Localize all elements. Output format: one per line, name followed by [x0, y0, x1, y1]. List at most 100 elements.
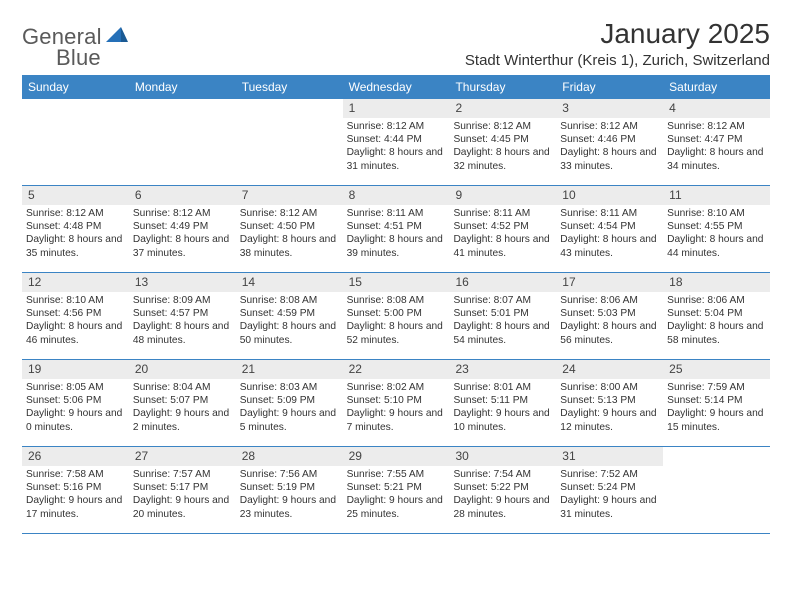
- sunrise-line: Sunrise: 7:57 AM: [133, 468, 232, 481]
- daylight-line: Daylight: 8 hours and 41 minutes.: [453, 233, 552, 259]
- day-number: 13: [129, 273, 236, 292]
- sunrise-line: Sunrise: 8:10 AM: [667, 207, 766, 220]
- day-number: 28: [236, 447, 343, 466]
- calendar-day: 20Sunrise: 8:04 AMSunset: 5:07 PMDayligh…: [129, 360, 236, 446]
- sunrise-line: Sunrise: 8:12 AM: [133, 207, 232, 220]
- sunset-line: Sunset: 5:03 PM: [560, 307, 659, 320]
- daylight-line: Daylight: 8 hours and 39 minutes.: [347, 233, 446, 259]
- daylight-line: Daylight: 9 hours and 7 minutes.: [347, 407, 446, 433]
- daylight-line: Daylight: 8 hours and 50 minutes.: [240, 320, 339, 346]
- calendar-day: 21Sunrise: 8:03 AMSunset: 5:09 PMDayligh…: [236, 360, 343, 446]
- calendar-day: 9Sunrise: 8:11 AMSunset: 4:52 PMDaylight…: [449, 186, 556, 272]
- calendar-day: 7Sunrise: 8:12 AMSunset: 4:50 PMDaylight…: [236, 186, 343, 272]
- sunset-line: Sunset: 5:21 PM: [347, 481, 446, 494]
- weeks-container: ...1Sunrise: 8:12 AMSunset: 4:44 PMDayli…: [22, 99, 770, 534]
- day-number: 12: [22, 273, 129, 292]
- daylight-line: Daylight: 9 hours and 17 minutes.: [26, 494, 125, 520]
- header: General January 2025 Stadt Winterthur (K…: [22, 18, 770, 69]
- daylight-line: Daylight: 9 hours and 10 minutes.: [453, 407, 552, 433]
- calendar-week: ...1Sunrise: 8:12 AMSunset: 4:44 PMDayli…: [22, 99, 770, 186]
- daylight-line: Daylight: 8 hours and 32 minutes.: [453, 146, 552, 172]
- sunset-line: Sunset: 5:09 PM: [240, 394, 339, 407]
- daylight-line: Daylight: 9 hours and 2 minutes.: [133, 407, 232, 433]
- calendar-day: 13Sunrise: 8:09 AMSunset: 4:57 PMDayligh…: [129, 273, 236, 359]
- sunrise-line: Sunrise: 8:07 AM: [453, 294, 552, 307]
- daylight-line: Daylight: 8 hours and 46 minutes.: [26, 320, 125, 346]
- calendar-day: 18Sunrise: 8:06 AMSunset: 5:04 PMDayligh…: [663, 273, 770, 359]
- weekday-label: Saturday: [663, 75, 770, 99]
- calendar-day: 30 Sunrise: 7:54 AMSunset: 5:22 PMDayligh…: [449, 447, 556, 533]
- sunset-line: Sunset: 5:13 PM: [560, 394, 659, 407]
- calendar-day: 1Sunrise: 8:12 AMSunset: 4:44 PMDaylight…: [343, 99, 450, 185]
- sunset-line: Sunset: 4:47 PM: [667, 133, 766, 146]
- calendar-day-empty: .: [663, 447, 770, 533]
- sunrise-line: Sunrise: 8:12 AM: [347, 120, 446, 133]
- sunrise-line: Sunrise: 8:09 AM: [133, 294, 232, 307]
- sunrise-line: Sunrise: 7:58 AM: [26, 468, 125, 481]
- day-number: 25: [663, 360, 770, 379]
- day-number: 31: [556, 447, 663, 466]
- calendar-day-empty: .: [236, 99, 343, 185]
- daylight-line: Daylight: 9 hours and 28 minutes.: [453, 494, 552, 520]
- calendar-day: 22Sunrise: 8:02 AMSunset: 5:10 PMDayligh…: [343, 360, 450, 446]
- weekday-label: Wednesday: [343, 75, 450, 99]
- daylight-line: Daylight: 9 hours and 23 minutes.: [240, 494, 339, 520]
- sunrise-line: Sunrise: 8:12 AM: [240, 207, 339, 220]
- weekday-label: Sunday: [22, 75, 129, 99]
- daylight-line: Daylight: 8 hours and 52 minutes.: [347, 320, 446, 346]
- day-number: 19: [22, 360, 129, 379]
- calendar-day: 8Sunrise: 8:11 AMSunset: 4:51 PMDaylight…: [343, 186, 450, 272]
- brand-triangle-icon: [106, 27, 128, 48]
- sunrise-line: Sunrise: 8:01 AM: [453, 381, 552, 394]
- daylight-line: Daylight: 8 hours and 54 minutes.: [453, 320, 552, 346]
- sunset-line: Sunset: 5:22 PM: [453, 481, 552, 494]
- day-number: 29: [343, 447, 450, 466]
- sunrise-line: Sunrise: 7:54 AM: [453, 468, 552, 481]
- day-number: 1: [343, 99, 450, 118]
- day-number: 6: [129, 186, 236, 205]
- location-subtitle: Stadt Winterthur (Kreis 1), Zurich, Swit…: [465, 52, 770, 69]
- sunset-line: Sunset: 5:16 PM: [26, 481, 125, 494]
- sunset-line: Sunset: 5:06 PM: [26, 394, 125, 407]
- day-number: 18: [663, 273, 770, 292]
- calendar-day: 5Sunrise: 8:12 AMSunset: 4:48 PMDaylight…: [22, 186, 129, 272]
- sunrise-line: Sunrise: 7:55 AM: [347, 468, 446, 481]
- calendar-week: 19Sunrise: 8:05 AMSunset: 5:06 PMDayligh…: [22, 360, 770, 447]
- day-number: 8: [343, 186, 450, 205]
- daylight-line: Daylight: 8 hours and 31 minutes.: [347, 146, 446, 172]
- sunset-line: Sunset: 5:24 PM: [560, 481, 659, 494]
- title-block: January 2025 Stadt Winterthur (Kreis 1),…: [465, 18, 770, 69]
- calendar-page: General January 2025 Stadt Winterthur (K…: [0, 0, 792, 544]
- day-number: 27: [129, 447, 236, 466]
- sunrise-line: Sunrise: 8:12 AM: [560, 120, 659, 133]
- calendar-day: 17Sunrise: 8:06 AMSunset: 5:03 PMDayligh…: [556, 273, 663, 359]
- day-number: 15: [343, 273, 450, 292]
- daylight-line: Daylight: 8 hours and 48 minutes.: [133, 320, 232, 346]
- daylight-line: Daylight: 8 hours and 58 minutes.: [667, 320, 766, 346]
- calendar-day: 24Sunrise: 8:00 AMSunset: 5:13 PMDayligh…: [556, 360, 663, 446]
- day-number: 30: [449, 447, 556, 466]
- weekday-label: Friday: [556, 75, 663, 99]
- day-number: 17: [556, 273, 663, 292]
- sunset-line: Sunset: 4:45 PM: [453, 133, 552, 146]
- day-number: 4: [663, 99, 770, 118]
- month-title: January 2025: [465, 18, 770, 50]
- daylight-line: Daylight: 9 hours and 20 minutes.: [133, 494, 232, 520]
- sunrise-line: Sunrise: 8:10 AM: [26, 294, 125, 307]
- sunrise-line: Sunrise: 8:08 AM: [240, 294, 339, 307]
- day-number: 21: [236, 360, 343, 379]
- daylight-line: Daylight: 9 hours and 5 minutes.: [240, 407, 339, 433]
- daylight-line: Daylight: 8 hours and 44 minutes.: [667, 233, 766, 259]
- calendar-week: 26Sunrise: 7:58 AMSunset: 5:16 PMDayligh…: [22, 447, 770, 534]
- daylight-line: Daylight: 8 hours and 43 minutes.: [560, 233, 659, 259]
- sunset-line: Sunset: 5:19 PM: [240, 481, 339, 494]
- calendar-day: 3Sunrise: 8:12 AMSunset: 4:46 PMDaylight…: [556, 99, 663, 185]
- day-number: 26: [22, 447, 129, 466]
- daylight-line: Daylight: 8 hours and 34 minutes.: [667, 146, 766, 172]
- sunrise-line: Sunrise: 8:12 AM: [453, 120, 552, 133]
- sunrise-line: Sunrise: 8:04 AM: [133, 381, 232, 394]
- brand-blue: Blue: [56, 45, 101, 71]
- sunrise-line: Sunrise: 7:52 AM: [560, 468, 659, 481]
- sunset-line: Sunset: 5:10 PM: [347, 394, 446, 407]
- sunset-line: Sunset: 4:49 PM: [133, 220, 232, 233]
